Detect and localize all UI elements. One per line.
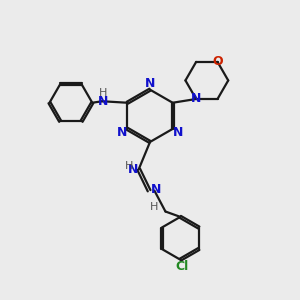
Text: O: O xyxy=(212,56,223,68)
Text: H: H xyxy=(99,88,107,98)
Text: N: N xyxy=(145,76,155,90)
Text: N: N xyxy=(128,163,138,176)
Text: N: N xyxy=(152,183,162,196)
Text: H: H xyxy=(125,161,134,171)
Text: N: N xyxy=(98,95,108,108)
Text: N: N xyxy=(116,126,127,139)
Text: Cl: Cl xyxy=(175,260,188,273)
Text: N: N xyxy=(173,126,184,139)
Text: H: H xyxy=(149,202,158,212)
Text: N: N xyxy=(191,92,201,106)
